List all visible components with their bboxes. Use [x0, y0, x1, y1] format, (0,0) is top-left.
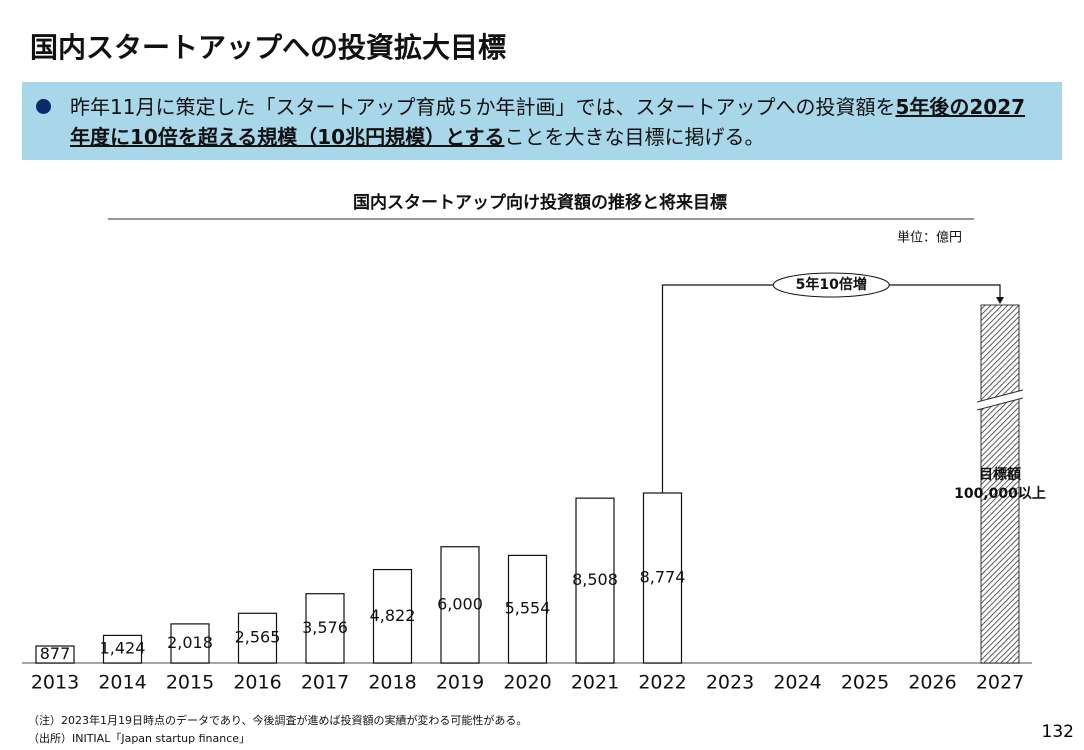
bullet-banner: 昨年11月に策定した「スタートアップ育成５か年計画」では、スタートアップへの投資…	[22, 82, 1062, 160]
bullet-dot	[36, 99, 51, 114]
x-tick-label: 2023	[706, 672, 754, 694]
x-tick-label: 2020	[503, 672, 551, 694]
footnote: （注）2023年1月19日時点のデータであり、今後調査が進めば投資額の実績が変わ…	[28, 714, 528, 727]
annotation-bubble	[772, 272, 890, 298]
x-tick-label: 2013	[31, 672, 79, 694]
bullet-text: 昨年11月に策定した「スタートアップ育成５か年計画」では、スタートアップへの投資…	[70, 95, 896, 119]
x-tick-label: 2018	[368, 672, 416, 694]
annotation: 5年10倍増	[796, 276, 867, 293]
x-tick-label: 2024	[773, 672, 821, 694]
bar	[440, 546, 480, 664]
x-tick-label: 2027	[976, 672, 1024, 694]
value-label: 1,424	[100, 639, 146, 658]
x-tick-label: 2025	[841, 672, 889, 694]
value-label: 2,565	[235, 628, 281, 647]
x-tick-label: 2015	[166, 672, 214, 694]
value-label: 5,554	[505, 599, 551, 618]
x-tick-label: 2026	[908, 672, 956, 694]
x-tick-label: 2016	[233, 672, 281, 694]
value-label: 8,508	[572, 570, 618, 589]
axis-break	[976, 389, 1024, 411]
target-bar	[980, 304, 1020, 664]
bullet-text: ことを大きな目標に掲げる。	[504, 125, 765, 149]
value-label: 4,822	[370, 606, 416, 625]
bullet-emphasis: 5年後の2027年度に10倍を超える規模（10兆円規模）とする	[70, 95, 1026, 149]
unit-label: 単位：億円	[897, 230, 962, 246]
growth-bracket	[661, 284, 1001, 493]
value-label: 6,000	[437, 594, 483, 613]
bar	[575, 497, 615, 664]
value-label: 8,774	[640, 568, 686, 587]
annotation: 目標額	[979, 466, 1021, 483]
value-label: 877	[40, 644, 71, 663]
footnote: （出所）INITIAL「Japan startup finance」	[28, 732, 251, 745]
value-label: 100,000以上	[954, 486, 1046, 502]
bar	[305, 593, 345, 664]
bar	[237, 612, 278, 664]
chart-title: 国内スタートアップ向け投資額の推移と将来目標	[353, 192, 727, 213]
bar	[372, 568, 413, 664]
page-number: 132	[1041, 722, 1074, 742]
bar	[507, 554, 548, 664]
bar	[102, 634, 143, 664]
x-tick-label: 2019	[436, 672, 484, 694]
slide-title: 国内スタートアップへの投資拡大目標	[30, 31, 507, 64]
arrow-head	[996, 297, 1004, 304]
value-label: 2,018	[167, 633, 213, 652]
x-tick-label: 2022	[638, 672, 686, 694]
bar	[170, 623, 210, 664]
axis-break	[976, 390, 1024, 410]
value-label: 3,576	[302, 618, 348, 637]
x-tick-label: 2021	[571, 672, 619, 694]
bar	[35, 645, 75, 664]
x-tick-label: 2017	[301, 672, 349, 694]
bar	[642, 492, 683, 664]
x-tick-label: 2014	[98, 672, 146, 694]
